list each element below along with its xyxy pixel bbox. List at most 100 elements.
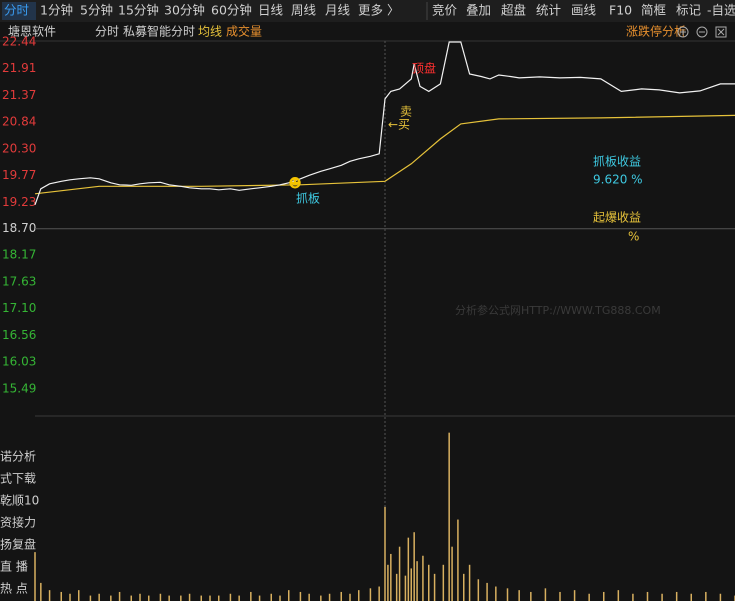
y-tick-label: 19.23 — [2, 195, 36, 209]
volume-bar — [559, 591, 561, 601]
y-tick-label: 22.44 — [2, 35, 36, 49]
zoom-out[interactable] — [696, 26, 708, 38]
tool[interactable]: 竞价 — [432, 3, 458, 18]
volume-bar — [675, 591, 678, 601]
volume-bar — [442, 564, 445, 601]
burst-profit-value: % — [628, 230, 639, 244]
volume-bar — [258, 595, 261, 601]
side-item[interactable]: 式下载 — [0, 472, 36, 486]
volume-bar — [200, 595, 202, 601]
volume-bar — [661, 593, 663, 601]
y-tick-label: 16.56 — [2, 328, 36, 342]
volume-bar — [395, 573, 398, 601]
tool[interactable]: F10 — [609, 3, 632, 18]
volume-bar — [238, 595, 240, 601]
toolbar — [0, 0, 735, 22]
tab[interactable]: 60分钟 — [211, 3, 252, 18]
volume-bar — [229, 593, 232, 601]
close[interactable] — [715, 26, 727, 38]
tab[interactable]: 5分钟 — [80, 3, 113, 18]
tab[interactable]: 日线 — [258, 3, 284, 18]
side-item[interactable]: 资接力 — [0, 515, 36, 530]
tab[interactable]: 30分钟 — [164, 3, 205, 18]
volume-bar — [159, 593, 162, 601]
grab-profit-label: 抓板收益 — [593, 155, 641, 169]
volume-bar — [299, 591, 302, 601]
volume-bar — [463, 573, 465, 601]
tab[interactable]: 更多 〉 — [358, 3, 399, 18]
volume-bar — [340, 591, 342, 601]
volume-bar — [506, 588, 509, 601]
top-label: 顶盘 — [412, 61, 436, 76]
grab-label: 抓板 — [296, 192, 320, 206]
volume-bar — [410, 568, 412, 601]
volume-bar — [617, 590, 620, 601]
volume-bar — [130, 595, 132, 601]
y-tick-label: 18.70 — [2, 221, 36, 235]
window-icons — [677, 26, 727, 38]
volume-bar — [168, 595, 170, 601]
volume-bar — [451, 546, 453, 601]
tool[interactable]: 画线 — [571, 3, 597, 18]
volume-bar — [34, 552, 36, 601]
volume-bar — [320, 595, 322, 601]
tool[interactable]: 标记 — [676, 3, 702, 18]
side-item[interactable]: 热 点 — [0, 582, 28, 596]
tab[interactable]: 分时 — [4, 3, 30, 18]
volume-bar — [428, 564, 430, 601]
tool[interactable]: 简框 — [641, 3, 667, 18]
volume-bar — [573, 590, 576, 601]
volume-bar — [384, 506, 386, 601]
tab[interactable]: 15分钟 — [118, 3, 159, 18]
side-item[interactable]: 乾顺10 — [0, 494, 39, 508]
volume-bar — [448, 432, 450, 601]
tab[interactable]: 月线 — [325, 3, 351, 18]
volume-bar — [118, 591, 121, 601]
volume-bar — [495, 586, 497, 601]
tool[interactable]: 叠加 — [466, 3, 491, 18]
volume-label[interactable]: 成交量 — [226, 24, 262, 39]
y-tick-label: 17.63 — [2, 275, 36, 289]
y-tick-label: 18.17 — [2, 248, 36, 262]
volume-bar — [349, 593, 351, 601]
price-line — [34, 41, 735, 206]
volume-bar — [398, 546, 401, 601]
buy-label: 买 — [398, 118, 410, 132]
ma-label[interactable]: 均线 — [198, 25, 222, 39]
average-line — [34, 114, 735, 195]
volume-bar — [646, 591, 649, 601]
side-item[interactable]: 扬复盘 — [0, 537, 36, 552]
tool[interactable]: 超盘 — [501, 3, 526, 18]
volume-bar — [78, 590, 80, 601]
tab[interactable]: 周线 — [291, 3, 317, 18]
y-tick-label: 17.10 — [2, 301, 36, 315]
volume-bar — [110, 595, 112, 601]
side-item[interactable]: 诺分析 — [0, 450, 36, 464]
tool[interactable]: 统计 — [536, 3, 561, 18]
volume-bar — [358, 590, 360, 601]
volume-bar — [328, 593, 331, 601]
volume-bar — [288, 590, 290, 601]
tab[interactable]: 1分钟 — [40, 3, 73, 18]
tool[interactable]: -自选 — [707, 3, 735, 18]
sell-label: 卖 — [400, 105, 412, 119]
side-item[interactable]: 直 播 — [0, 560, 28, 574]
y-tick-label: 16.03 — [2, 355, 36, 369]
plot: 22.44 21.91 21.37 20.84 20.30 19.77 19.23 18.70… — [2, 35, 735, 601]
analysis-link[interactable]: 涨跌停分析 — [626, 24, 686, 39]
volume-bar — [603, 591, 605, 601]
watermark: 分析参公式网HTTP://WWW.TG888.COM — [455, 303, 661, 317]
volume-bar — [308, 593, 310, 601]
volume-bar — [433, 573, 436, 601]
zoom-in[interactable] — [677, 26, 689, 38]
arrow: ← — [388, 118, 398, 132]
volume-bar — [89, 595, 92, 601]
volume-bar — [486, 582, 488, 601]
burst-profit-label: 起爆收益 — [593, 211, 641, 225]
volume-bar — [719, 593, 722, 601]
volume-bar — [413, 532, 415, 601]
volume-bar — [404, 575, 407, 601]
brand: 塘恩软件 — [8, 24, 56, 39]
